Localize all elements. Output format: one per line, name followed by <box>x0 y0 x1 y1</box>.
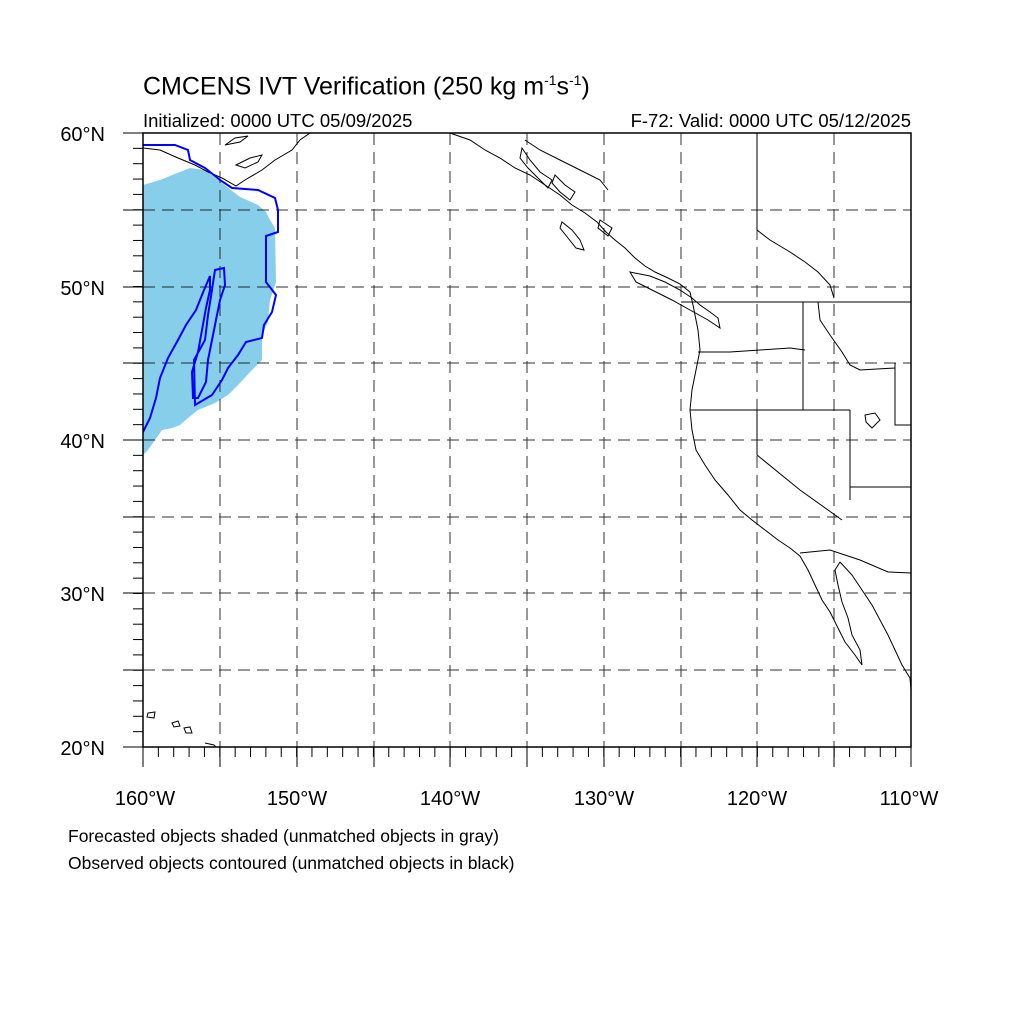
footnote-observed: Observed objects contoured (unmatched ob… <box>68 853 515 873</box>
lat-labels: 60°N 50°N 40°N 30°N 20°N <box>60 124 105 760</box>
lon-label: 130°W <box>574 788 634 810</box>
coastlines <box>143 133 911 747</box>
lon-label: 150°W <box>267 788 327 810</box>
political-borders <box>681 133 911 574</box>
lon-labels: 160°W 150°W 140°W 130°W 120°W 110°W <box>115 788 939 810</box>
lon-label: 140°W <box>420 788 480 810</box>
observed-objects <box>143 144 279 433</box>
lat-label: 40°N <box>60 431 105 453</box>
initialized-label: Initialized: 0000 UTC 05/09/2025 <box>143 110 413 131</box>
lon-label: 160°W <box>115 788 175 810</box>
footnote-forecast: Forecasted objects shaded (unmatched obj… <box>68 826 499 846</box>
valid-time-label: F-72: Valid: 0000 UTC 05/12/2025 <box>630 110 911 131</box>
lat-label: 50°N <box>60 278 105 300</box>
lat-label: 20°N <box>60 738 105 760</box>
minor-ticks <box>133 132 912 757</box>
observed-object-contour <box>143 144 279 433</box>
lon-label: 120°W <box>727 788 787 810</box>
chart-title: CMCENS IVT Verification (250 kg m-1s-1) <box>143 72 590 101</box>
lat-label: 30°N <box>60 584 105 606</box>
lon-label: 110°W <box>880 788 939 810</box>
lat-label: 60°N <box>60 124 105 146</box>
